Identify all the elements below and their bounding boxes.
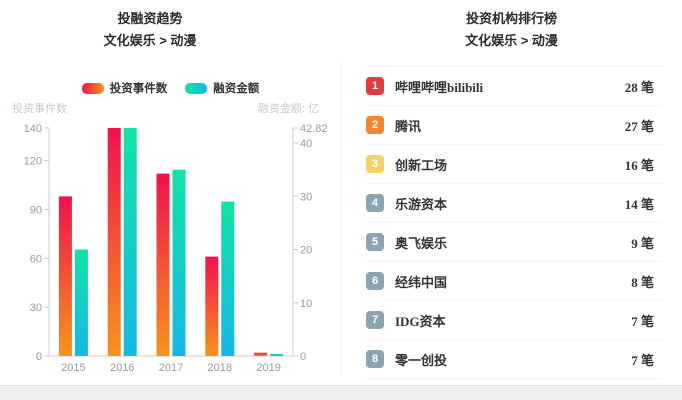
rank-badge: 2 bbox=[366, 116, 384, 134]
ranking-row-5[interactable]: 5 奥飞娱乐 9 笔 bbox=[366, 223, 662, 262]
investor-name: 零一创投 bbox=[395, 352, 448, 368]
right-tick-label: 40 bbox=[300, 138, 312, 150]
investor-name: 奥飞娱乐 bbox=[395, 235, 448, 251]
left-tick-label: 140 bbox=[24, 123, 42, 135]
trend-bar-chart: 0 30 60 90 120 140 0 10 20 30 40 42.82 2015 2016 2017 2… bbox=[24, 123, 328, 374]
rank-badge: 6 bbox=[366, 272, 384, 290]
legend-item-融资金额[interactable]: 融资金额 bbox=[185, 80, 259, 96]
right-tick-label: 0 bbox=[300, 351, 306, 363]
bar-融资金额-2017[interactable] bbox=[172, 169, 186, 356]
content-card: 投融资趋势 文化娱乐 > 动漫 投资事件数 融资金额 投资事件数 融资金额: 亿 … bbox=[0, 0, 682, 386]
bar-融资金额-2019[interactable] bbox=[270, 353, 284, 356]
ranking-list: 1 哔哩哔哩bilibili 28 笔 2 腾讯 27 笔 3 创新工场 16 笔 4 乐游资本 14… bbox=[366, 66, 662, 379]
ranking-row-4[interactable]: 4 乐游资本 14 笔 bbox=[366, 184, 662, 223]
investor-name: 乐游资本 bbox=[395, 196, 448, 212]
bar-融资金额-2015[interactable] bbox=[74, 249, 88, 356]
page-background-strip bbox=[0, 386, 682, 400]
x-axis-label-2015: 2015 bbox=[61, 362, 85, 374]
x-axis-label-2017: 2017 bbox=[159, 362, 183, 374]
ranking-row-3[interactable]: 3 创新工场 16 笔 bbox=[366, 145, 662, 184]
deal-count: 8 笔 bbox=[631, 274, 654, 290]
panel-divider bbox=[341, 62, 342, 376]
left-tick-label: 60 bbox=[30, 253, 42, 265]
investor-name: 经纬中国 bbox=[395, 274, 448, 290]
trend-panel: 投融资趋势 文化娱乐 > 动漫 投资事件数 融资金额 投资事件数 融资金额: 亿 … bbox=[0, 0, 341, 385]
right-tick-label: 10 bbox=[300, 298, 312, 310]
rank-badge: 4 bbox=[366, 194, 384, 212]
right-axis-name: 融资金额: 亿 bbox=[257, 103, 319, 115]
ranking-panel-header: 投资机构排行榜 文化娱乐 > 动漫 bbox=[341, 8, 682, 52]
legend-label: 投资事件数 bbox=[109, 83, 168, 95]
deal-count: 9 笔 bbox=[631, 235, 654, 251]
trend-panel-header: 投融资趋势 文化娱乐 > 动漫 bbox=[0, 8, 300, 52]
bar-投资事件数-2017[interactable] bbox=[156, 173, 170, 356]
legend-swatch-icon bbox=[185, 82, 208, 94]
right-tick-label: 20 bbox=[300, 245, 312, 257]
ranking-row-8[interactable]: 8 零一创投 7 笔 bbox=[366, 340, 662, 379]
ranking-title: 投资机构排行榜 bbox=[465, 11, 557, 26]
rank-badge: 7 bbox=[366, 311, 384, 329]
deal-count: 28 笔 bbox=[624, 79, 654, 95]
left-tick-label: 120 bbox=[24, 156, 42, 168]
ranking-row-6[interactable]: 6 经纬中国 8 笔 bbox=[366, 262, 662, 301]
bar-融资金额-2018[interactable] bbox=[221, 201, 235, 356]
rank-badge: 3 bbox=[366, 155, 384, 173]
bar-融资金额-2016[interactable] bbox=[123, 128, 137, 356]
bar-投资事件数-2016[interactable] bbox=[107, 128, 121, 356]
investor-name: 腾讯 bbox=[395, 118, 422, 134]
ranking-row-7[interactable]: 7 IDG资本 7 笔 bbox=[366, 301, 662, 340]
right-tick-label: 42.82 bbox=[300, 123, 328, 135]
deal-count: 16 笔 bbox=[624, 157, 654, 173]
left-tick-label: 0 bbox=[36, 351, 42, 363]
bar-投资事件数-2018[interactable] bbox=[205, 256, 219, 356]
bar-投资事件数-2015[interactable] bbox=[58, 196, 72, 356]
bar-投资事件数-2019[interactable] bbox=[254, 352, 268, 356]
investor-name: 创新工场 bbox=[395, 157, 448, 173]
deal-count: 7 笔 bbox=[631, 352, 654, 368]
legend-item-投资事件数[interactable]: 投资事件数 bbox=[81, 80, 168, 96]
deal-count: 27 笔 bbox=[624, 118, 654, 134]
ranking-breadcrumb: 文化娱乐 > 动漫 bbox=[465, 33, 558, 48]
ranking-row-2[interactable]: 2 腾讯 27 笔 bbox=[366, 106, 662, 145]
left-tick-label: 30 bbox=[30, 302, 42, 314]
legend-swatch-icon bbox=[81, 82, 104, 94]
legend-label: 融资金额 bbox=[213, 83, 260, 95]
rank-badge: 8 bbox=[366, 350, 384, 368]
left-tick-label: 90 bbox=[30, 204, 42, 216]
deal-count: 14 笔 bbox=[624, 196, 654, 212]
investor-name: IDG资本 bbox=[395, 313, 446, 329]
x-axis-label-2019: 2019 bbox=[256, 362, 280, 374]
trend-title: 投融资趋势 bbox=[117, 11, 183, 26]
deal-count: 7 笔 bbox=[631, 313, 654, 329]
ranking-row-1[interactable]: 1 哔哩哔哩bilibili 28 笔 bbox=[366, 67, 662, 106]
left-axis-name: 投资事件数 bbox=[12, 103, 67, 115]
chart-legend: 投资事件数 融资金额 bbox=[0, 80, 341, 96]
right-tick-label: 30 bbox=[300, 191, 312, 203]
rank-badge: 1 bbox=[366, 77, 384, 95]
x-axis-label-2018: 2018 bbox=[208, 362, 232, 374]
investor-name: 哔哩哔哩bilibili bbox=[395, 79, 484, 95]
x-axis-label-2016: 2016 bbox=[110, 362, 134, 374]
trend-breadcrumb: 文化娱乐 > 动漫 bbox=[103, 33, 197, 48]
rank-badge: 5 bbox=[366, 233, 384, 251]
